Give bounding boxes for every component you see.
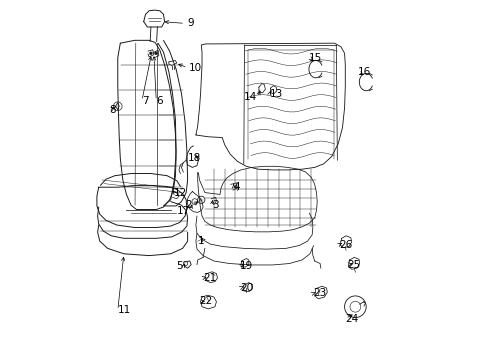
Text: 16: 16 (357, 67, 370, 77)
Text: 14: 14 (244, 92, 257, 102)
Text: 13: 13 (269, 89, 283, 99)
Text: 25: 25 (346, 260, 360, 270)
Text: 6: 6 (156, 96, 163, 106)
Text: 23: 23 (312, 288, 325, 298)
Text: 4: 4 (233, 182, 240, 192)
Text: 17: 17 (176, 206, 189, 216)
Text: 22: 22 (199, 296, 212, 306)
Circle shape (149, 52, 152, 55)
Text: 8: 8 (109, 105, 116, 115)
Text: 15: 15 (309, 53, 322, 63)
Circle shape (154, 52, 157, 55)
Text: 18: 18 (187, 153, 200, 163)
Text: 21: 21 (203, 273, 216, 283)
Text: 10: 10 (188, 63, 202, 73)
Text: 19: 19 (240, 261, 253, 271)
Text: 9: 9 (186, 18, 193, 28)
Text: 7: 7 (142, 96, 148, 106)
Text: 24: 24 (345, 314, 358, 324)
Text: 20: 20 (240, 283, 253, 293)
Text: 3: 3 (212, 200, 218, 210)
Text: 5: 5 (176, 261, 183, 271)
Text: 26: 26 (338, 240, 351, 250)
Text: 2: 2 (185, 200, 192, 210)
Text: 1: 1 (197, 236, 204, 246)
Text: 12: 12 (174, 188, 187, 198)
Text: 11: 11 (118, 305, 131, 315)
